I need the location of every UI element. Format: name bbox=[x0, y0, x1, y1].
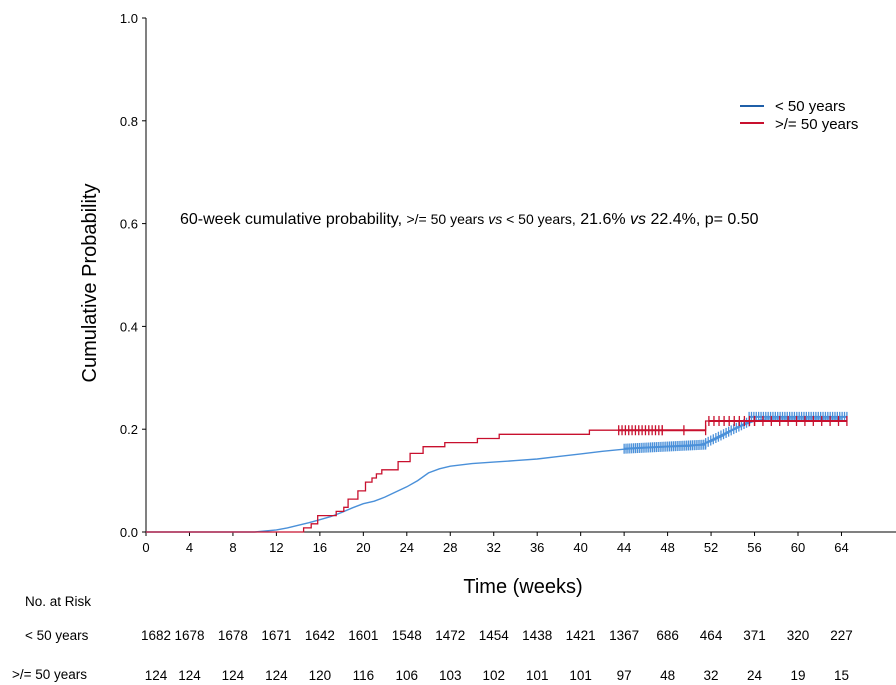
y-tick-label: 0.4 bbox=[120, 319, 138, 334]
annotation-part4: < 50 years, bbox=[502, 211, 576, 227]
x-tick-label: 60 bbox=[791, 540, 805, 555]
y-axis-title: Cumulative Probability bbox=[79, 184, 101, 383]
y-tick-label: 0.0 bbox=[120, 525, 138, 540]
risk-value-under-50: 464 bbox=[700, 628, 723, 643]
censor-band-under-50 bbox=[705, 420, 750, 444]
risk-value-under-50: 1472 bbox=[435, 628, 465, 643]
risk-value-50-plus: 120 bbox=[309, 668, 332, 683]
x-tick-label: 12 bbox=[269, 540, 283, 555]
risk-value-50-plus: 106 bbox=[396, 668, 419, 683]
legend-label-under-50: < 50 years bbox=[775, 98, 845, 115]
x-tick-label: 8 bbox=[229, 540, 236, 555]
annotation-part7: 22.4%, p= 0.50 bbox=[646, 211, 759, 228]
censor-band-under-50 bbox=[624, 443, 706, 450]
y-tick-label: 1.0 bbox=[120, 11, 138, 26]
x-tick-label: 28 bbox=[443, 540, 457, 555]
km-curve-under-50 bbox=[146, 418, 842, 533]
risk-value-under-50: 1678 bbox=[174, 628, 204, 643]
risk-value-under-50: 1682 bbox=[141, 628, 171, 643]
risk-value-50-plus: 103 bbox=[439, 668, 462, 683]
risk-value-under-50: 1421 bbox=[566, 628, 596, 643]
annotation-text: 60-week cumulative probability, >/= 50 y… bbox=[180, 211, 759, 228]
risk-value-under-50: 1438 bbox=[522, 628, 552, 643]
risk-row-label-under-50: < 50 years bbox=[25, 628, 89, 643]
x-tick-label: 56 bbox=[747, 540, 761, 555]
risk-value-under-50: 1548 bbox=[392, 628, 422, 643]
risk-value-50-plus: 19 bbox=[790, 668, 805, 683]
annotation-part6: vs bbox=[630, 211, 646, 228]
risk-value-50-plus: 32 bbox=[704, 668, 719, 683]
risk-value-under-50: 227 bbox=[830, 628, 853, 643]
x-tick-label: 44 bbox=[617, 540, 631, 555]
risk-value-50-plus: 116 bbox=[353, 668, 375, 683]
risk-value-under-50: 371 bbox=[743, 628, 766, 643]
x-tick-label: 32 bbox=[486, 540, 500, 555]
risk-value-50-plus: 124 bbox=[145, 668, 168, 683]
risk-value-50-plus: 124 bbox=[178, 668, 201, 683]
annotation-part1: 60-week cumulative probability, bbox=[180, 211, 406, 228]
annotation-part2: >/= 50 years bbox=[406, 211, 488, 227]
x-tick-label: 20 bbox=[356, 540, 370, 555]
risk-table-title: No. at Risk bbox=[25, 594, 91, 609]
chart-axes bbox=[145, 18, 896, 533]
y-tick-label: 0.2 bbox=[120, 422, 138, 437]
chart-curves bbox=[146, 418, 842, 533]
risk-value-50-plus: 101 bbox=[569, 668, 592, 683]
risk-value-50-plus: 48 bbox=[660, 668, 675, 683]
risk-value-50-plus: 124 bbox=[222, 668, 245, 683]
y-tick-label: 0.6 bbox=[120, 217, 138, 232]
risk-value-under-50: 1367 bbox=[609, 628, 639, 643]
risk-value-under-50: 1642 bbox=[305, 628, 335, 643]
risk-value-under-50: 1454 bbox=[479, 628, 510, 643]
x-tick-label: 36 bbox=[530, 540, 544, 555]
legend: < 50 years >/= 50 years bbox=[740, 98, 858, 133]
risk-value-50-plus: 97 bbox=[617, 668, 632, 683]
risk-row-label-50-plus: >/= 50 years bbox=[12, 667, 87, 682]
risk-value-50-plus: 15 bbox=[834, 668, 849, 683]
risk-value-50-plus: 101 bbox=[526, 668, 549, 683]
risk-value-50-plus: 124 bbox=[265, 668, 288, 683]
x-tick-label: 48 bbox=[660, 540, 674, 555]
x-tick-label: 24 bbox=[400, 540, 414, 555]
km-curve-50-plus bbox=[146, 420, 842, 533]
x-tick-label: 64 bbox=[834, 540, 848, 555]
risk-value-under-50: 1601 bbox=[348, 628, 378, 643]
legend-label-50-plus: >/= 50 years bbox=[775, 116, 858, 133]
x-tick-label: 4 bbox=[186, 540, 193, 555]
chart-ticks: 0 4 8 12 16 20 24 28 32 36 40 44 48 52 56 60 640.00.20.4… bbox=[120, 11, 849, 555]
y-tick-label: 0.8 bbox=[120, 114, 138, 129]
risk-values: 1682 1678 1678 1671 1642 1601 1548 1472 1454 1438… bbox=[141, 628, 853, 683]
x-tick-label: 52 bbox=[704, 540, 718, 555]
annotation-part3: vs bbox=[488, 211, 502, 227]
risk-value-under-50: 1678 bbox=[218, 628, 248, 643]
chart-censor-marks bbox=[618, 411, 848, 454]
risk-value-under-50: 686 bbox=[656, 628, 679, 643]
risk-value-50-plus: 24 bbox=[747, 668, 763, 683]
x-tick-label: 16 bbox=[313, 540, 327, 555]
risk-value-under-50: 1671 bbox=[261, 628, 291, 643]
risk-value-under-50: 320 bbox=[787, 628, 810, 643]
annotation-part5: 21.6% bbox=[576, 211, 630, 228]
x-tick-label: 0 bbox=[142, 540, 149, 555]
x-axis-title: Time (weeks) bbox=[463, 576, 582, 598]
x-tick-label: 40 bbox=[573, 540, 587, 555]
risk-table: No. at Risk < 50 years >/= 50 years 1682… bbox=[12, 594, 853, 683]
risk-value-50-plus: 102 bbox=[482, 668, 505, 683]
